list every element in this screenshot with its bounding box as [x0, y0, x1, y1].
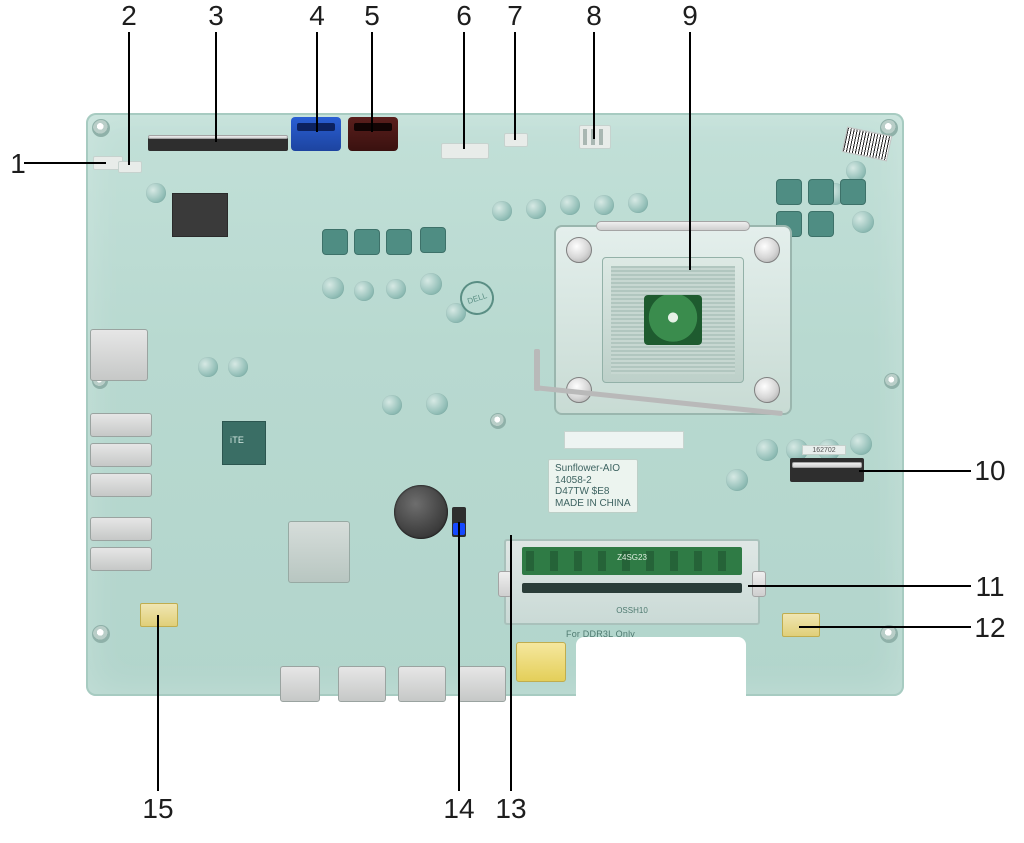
touch-cable-connector — [118, 161, 142, 173]
callout-6: 6 — [446, 0, 482, 32]
board-made-in: MADE IN CHINA — [555, 498, 631, 510]
ite-chip-label: iTE — [230, 435, 244, 445]
touch-board-connector — [504, 133, 528, 147]
callout-12: 12 — [972, 612, 1008, 644]
board-model-line2: 14058-2 — [555, 475, 631, 487]
pch-chip — [288, 521, 350, 583]
ram-marking-top: Z4SG23 — [617, 553, 647, 562]
callout-11: 11 — [972, 571, 1008, 603]
callout-4: 4 — [299, 0, 335, 32]
board-model-line3: D47TW $E8 — [555, 486, 631, 498]
board-model-label: Sunflower-AIO 14058-2 D47TW $E8 MADE IN … — [548, 459, 638, 513]
callout-15: 15 — [140, 793, 176, 825]
realtek-chip — [172, 193, 228, 237]
callout-5: 5 — [354, 0, 390, 32]
cpu-socket — [554, 225, 792, 415]
motherboard: iTE DELL — [86, 113, 904, 696]
ethernet-jack — [90, 329, 148, 381]
coin-cell-battery — [394, 485, 448, 539]
memory-module-area: Z4SG23 OSSH10 — [504, 539, 760, 625]
memory-slot-dimm0: Z4SG23 — [522, 547, 742, 575]
ram-marking-bot: OSSH10 — [616, 606, 648, 615]
callout-3: 3 — [198, 0, 234, 32]
board-model-line1: Sunflower-AIO — [555, 463, 631, 475]
callout-2: 2 — [111, 0, 147, 32]
io-board-connector-left — [140, 603, 178, 627]
callout-7: 7 — [497, 0, 533, 32]
callout-9: 9 — [672, 0, 708, 32]
callout-10: 10 — [972, 455, 1008, 487]
diagram-canvas: iTE DELL — [0, 0, 1024, 843]
callout-8: 8 — [576, 0, 612, 32]
sata-power-connector — [441, 143, 489, 159]
callout-14: 14 — [441, 793, 477, 825]
dell-logo-text: DELL — [466, 291, 488, 306]
callout-13: 13 — [493, 793, 529, 825]
display-lvds-connector — [148, 137, 288, 151]
callout-1: 1 — [0, 148, 36, 180]
memory-slot-dimm1 — [522, 583, 742, 593]
io-board-connector-right — [782, 613, 820, 637]
